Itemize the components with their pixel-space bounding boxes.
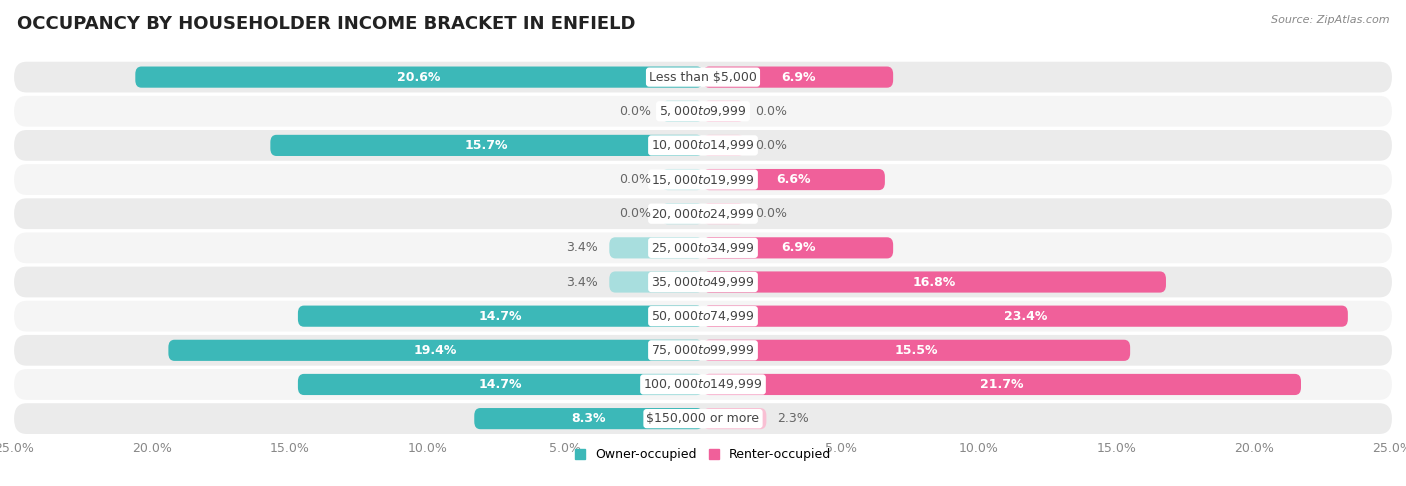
Legend: Owner-occupied, Renter-occupied: Owner-occupied, Renter-occupied <box>575 449 831 462</box>
FancyBboxPatch shape <box>298 306 703 327</box>
Text: 0.0%: 0.0% <box>619 173 651 186</box>
Text: 14.7%: 14.7% <box>478 310 522 323</box>
Text: $75,000 to $99,999: $75,000 to $99,999 <box>651 343 755 357</box>
Text: 8.3%: 8.3% <box>571 412 606 425</box>
FancyBboxPatch shape <box>14 403 1392 434</box>
Text: Source: ZipAtlas.com: Source: ZipAtlas.com <box>1271 15 1389 25</box>
FancyBboxPatch shape <box>609 271 703 293</box>
FancyBboxPatch shape <box>703 340 1130 361</box>
FancyBboxPatch shape <box>703 101 744 122</box>
FancyBboxPatch shape <box>662 101 703 122</box>
FancyBboxPatch shape <box>14 267 1392 297</box>
Text: 20.6%: 20.6% <box>398 70 441 84</box>
Text: $15,000 to $19,999: $15,000 to $19,999 <box>651 173 755 187</box>
FancyBboxPatch shape <box>662 169 703 190</box>
FancyBboxPatch shape <box>703 169 884 190</box>
FancyBboxPatch shape <box>703 374 1301 395</box>
Text: $35,000 to $49,999: $35,000 to $49,999 <box>651 275 755 289</box>
FancyBboxPatch shape <box>703 237 893 259</box>
Text: 16.8%: 16.8% <box>912 276 956 289</box>
Text: 0.0%: 0.0% <box>619 105 651 118</box>
FancyBboxPatch shape <box>270 135 703 156</box>
FancyBboxPatch shape <box>703 135 744 156</box>
FancyBboxPatch shape <box>703 271 1166 293</box>
FancyBboxPatch shape <box>703 203 744 225</box>
Text: 6.6%: 6.6% <box>776 173 811 186</box>
FancyBboxPatch shape <box>14 198 1392 229</box>
Text: 2.3%: 2.3% <box>778 412 810 425</box>
FancyBboxPatch shape <box>14 369 1392 400</box>
Text: 21.7%: 21.7% <box>980 378 1024 391</box>
FancyBboxPatch shape <box>474 408 703 429</box>
Text: OCCUPANCY BY HOUSEHOLDER INCOME BRACKET IN ENFIELD: OCCUPANCY BY HOUSEHOLDER INCOME BRACKET … <box>17 15 636 33</box>
Text: 6.9%: 6.9% <box>780 242 815 254</box>
Text: 3.4%: 3.4% <box>567 276 599 289</box>
FancyBboxPatch shape <box>135 67 703 87</box>
Text: $50,000 to $74,999: $50,000 to $74,999 <box>651 309 755 323</box>
Text: 0.0%: 0.0% <box>755 139 787 152</box>
Text: 0.0%: 0.0% <box>755 105 787 118</box>
Text: 15.5%: 15.5% <box>894 344 938 357</box>
Text: $10,000 to $14,999: $10,000 to $14,999 <box>651 139 755 153</box>
FancyBboxPatch shape <box>609 237 703 259</box>
FancyBboxPatch shape <box>14 62 1392 92</box>
Text: 14.7%: 14.7% <box>478 378 522 391</box>
FancyBboxPatch shape <box>662 203 703 225</box>
Text: 19.4%: 19.4% <box>413 344 457 357</box>
Text: $5,000 to $9,999: $5,000 to $9,999 <box>659 104 747 118</box>
FancyBboxPatch shape <box>14 301 1392 331</box>
FancyBboxPatch shape <box>703 306 1348 327</box>
Text: 15.7%: 15.7% <box>465 139 509 152</box>
Text: $20,000 to $24,999: $20,000 to $24,999 <box>651 207 755 221</box>
FancyBboxPatch shape <box>703 67 893 87</box>
FancyBboxPatch shape <box>14 164 1392 195</box>
FancyBboxPatch shape <box>14 232 1392 263</box>
FancyBboxPatch shape <box>298 374 703 395</box>
Text: $150,000 or more: $150,000 or more <box>647 412 759 425</box>
FancyBboxPatch shape <box>169 340 703 361</box>
Text: 23.4%: 23.4% <box>1004 310 1047 323</box>
Text: 0.0%: 0.0% <box>619 207 651 220</box>
FancyBboxPatch shape <box>703 408 766 429</box>
Text: 6.9%: 6.9% <box>780 70 815 84</box>
Text: 3.4%: 3.4% <box>567 242 599 254</box>
FancyBboxPatch shape <box>14 96 1392 127</box>
Text: Less than $5,000: Less than $5,000 <box>650 70 756 84</box>
Text: $25,000 to $34,999: $25,000 to $34,999 <box>651 241 755 255</box>
FancyBboxPatch shape <box>14 130 1392 161</box>
Text: 0.0%: 0.0% <box>755 207 787 220</box>
Text: $100,000 to $149,999: $100,000 to $149,999 <box>644 378 762 391</box>
FancyBboxPatch shape <box>14 335 1392 365</box>
